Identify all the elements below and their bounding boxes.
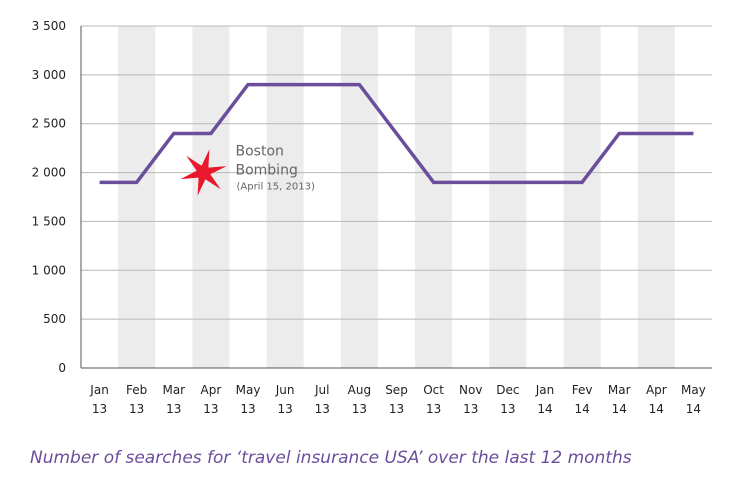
x-tick-label-month: Aug — [348, 383, 371, 397]
x-tick-label-year: 13 — [315, 402, 330, 416]
x-tick-label-month: Mar — [162, 383, 185, 397]
series-line — [99, 82, 694, 185]
x-axis: Jan 13 Feb 13 Mar 13 Apr 13 May 13 Jun 13 Jul 13 Aug 13… — [89, 383, 706, 416]
line-chart: 0 500 1 000 1 500 2 000 2 500 3 000 3 500 Jan 13… — [32, 19, 712, 416]
x-tick-label-month: Jun — [275, 383, 295, 397]
x-tick-label-month: Apr — [201, 383, 222, 397]
annotation-boston-bombing: Boston Bombing (April 15, 2013) — [180, 144, 315, 196]
y-tick-label: 3 000 — [32, 68, 66, 82]
column-bands — [118, 26, 675, 368]
x-tick-label-month: Jan — [535, 383, 555, 397]
x-tick-label-year: 14 — [537, 402, 552, 416]
x-tick-label-month: Feb — [126, 383, 147, 397]
x-tick-label-year: 13 — [240, 402, 255, 416]
red-star-icon — [180, 149, 227, 196]
annotation-line3: (April 15, 2013) — [236, 182, 314, 193]
column-band — [563, 26, 601, 368]
x-tick-label-year: 13 — [463, 402, 478, 416]
y-tick-label: 0 — [58, 361, 66, 375]
y-tick-label: 2 500 — [32, 117, 66, 131]
x-tick-label-year: 14 — [686, 402, 701, 416]
chart-caption: Number of searches for ‘travel insurance… — [30, 448, 632, 468]
x-tick-label-month: May — [236, 383, 261, 397]
x-tick-label-month: Oct — [423, 383, 444, 397]
x-tick-label-month: Apr — [646, 383, 667, 397]
y-tick-label: 3 500 — [32, 19, 66, 33]
x-tick-label-year: 13 — [278, 402, 293, 416]
x-tick-label-year: 14 — [612, 402, 627, 416]
y-tick-label: 2 000 — [32, 166, 66, 180]
x-tick-label-month: Mar — [608, 383, 631, 397]
x-tick-label-year: 13 — [500, 402, 515, 416]
x-tick-label-month: Dec — [496, 383, 519, 397]
x-tick-label-month: Jul — [314, 383, 329, 397]
x-tick-label-year: 13 — [129, 402, 144, 416]
column-band — [637, 26, 675, 368]
column-band — [489, 26, 527, 368]
x-tick-label-month: Jan — [89, 383, 109, 397]
y-tick-label: 1 500 — [32, 214, 66, 228]
x-tick-label-year: 13 — [352, 402, 367, 416]
column-band — [340, 26, 378, 368]
column-band — [192, 26, 230, 368]
x-tick-label-year: 13 — [92, 402, 107, 416]
x-tick-label-month: Nov — [459, 383, 482, 397]
x-tick-label-year: 14 — [649, 402, 664, 416]
x-tick-label-year: 13 — [426, 402, 441, 416]
column-band — [266, 26, 304, 368]
x-tick-label-month: May — [681, 383, 706, 397]
x-tick-label-month: Sep — [385, 383, 408, 397]
y-tick-label: 1 000 — [32, 263, 66, 277]
series-group — [99, 82, 694, 185]
y-axis: 0 500 1 000 1 500 2 000 2 500 3 000 3 500 — [32, 19, 712, 375]
annotation-line1: Boston — [235, 144, 283, 160]
column-band — [415, 26, 453, 368]
x-tick-label-month: Fev — [572, 383, 593, 397]
y-tick-label: 500 — [43, 312, 66, 326]
x-tick-label-year: 14 — [574, 402, 589, 416]
x-tick-label-year: 13 — [166, 402, 181, 416]
gridlines — [81, 25, 712, 369]
x-tick-label-year: 13 — [389, 402, 404, 416]
annotation-line2: Bombing — [235, 163, 297, 179]
x-tick-label-year: 13 — [203, 402, 218, 416]
column-band — [118, 26, 156, 368]
